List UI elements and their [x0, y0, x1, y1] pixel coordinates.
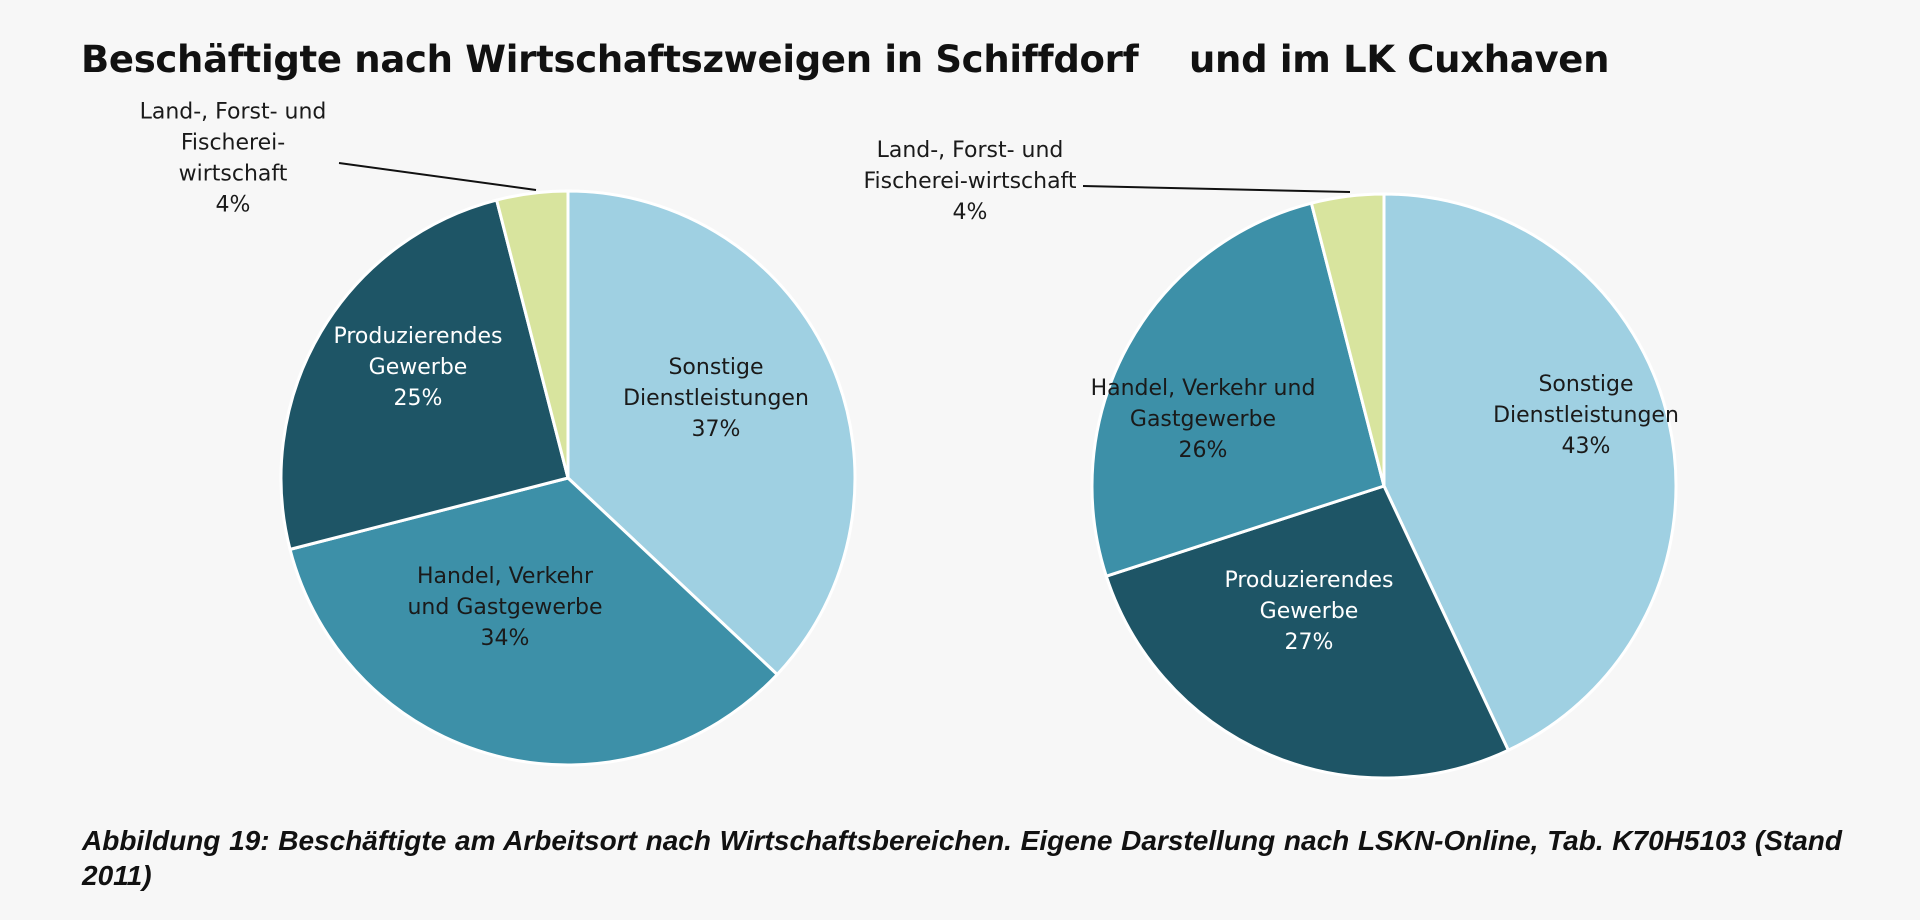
slice-label-handel: Handel, Verkehr und Gastgewerbe 34% [407, 564, 602, 651]
pie-slice-land [1309, 192, 1386, 488]
slice-label-produzierendes: Produzierendes Gewerbe 27% [1224, 568, 1393, 655]
slice-label-land: Land-, Forst- und Fischerei-wirtschaft 4% [140, 100, 327, 218]
pie-slice-handel [288, 476, 779, 767]
slice-label-sonstige: Sonstige Dienstleistungen 43% [1493, 372, 1679, 459]
pie-slice-sonstige [1382, 192, 1678, 752]
chart-title-left: Beschäftigte nach Wirtschaftszweigen in … [81, 38, 1139, 81]
slice-label-produzierendes: Produzierendes Gewerbe 25% [333, 324, 502, 411]
pie-slice-land [495, 189, 570, 480]
pie-slice-handel [1090, 201, 1386, 578]
slice-label-handel: Handel, Verkehr und Gastgewerbe 26% [1091, 376, 1316, 463]
slice-label-land: Land-, Forst- und Fischerei-wirtschaft 4% [863, 138, 1076, 225]
pie-slice-produzierendes [279, 198, 570, 551]
pie-charts: Sonstige Dienstleistungen 37% Handel, Verke… [140, 100, 1679, 780]
pie-slice-sonstige [566, 189, 857, 676]
figure-caption: Abbildung 19: Beschäftigte am Arbeitsort… [82, 825, 1842, 891]
pie-chart-2: Sonstige Dienstleistungen 43% Produzierende… [863, 138, 1679, 780]
leader-line-land [338, 162, 537, 191]
chart-title-right: und im LK Cuxhaven [1189, 38, 1610, 81]
pie-chart-1: Sonstige Dienstleistungen 37% Handel, Verke… [140, 100, 857, 767]
slice-label-sonstige: Sonstige Dienstleistungen 37% [623, 355, 809, 442]
pie-slice-produzierendes [1104, 484, 1510, 780]
leader-line-land [1082, 185, 1351, 193]
